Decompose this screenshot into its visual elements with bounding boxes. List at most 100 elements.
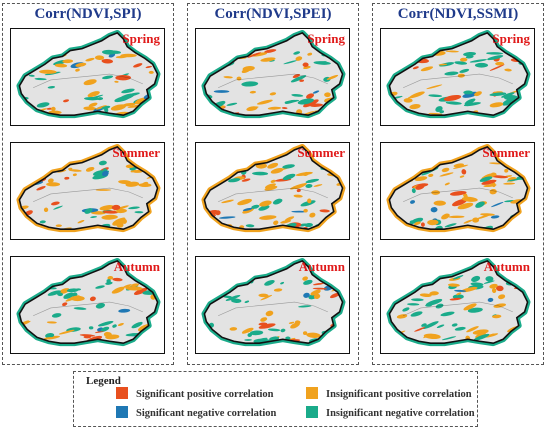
- map: [201, 257, 346, 347]
- map-patch: [409, 50, 415, 56]
- map-patch: [457, 73, 465, 78]
- map-patch: [309, 212, 316, 218]
- map-patch: [304, 223, 313, 228]
- map: [16, 143, 161, 233]
- map-patch: [414, 221, 421, 226]
- map-patch: [265, 310, 274, 317]
- map-patch: [407, 303, 420, 306]
- map-patch: [47, 290, 61, 296]
- map-patch: [292, 73, 301, 79]
- map-patch: [303, 99, 319, 108]
- map-patch: [115, 75, 131, 81]
- map-patch: [244, 339, 252, 341]
- map-patch: [422, 321, 439, 329]
- map-patch: [313, 293, 321, 299]
- map-patch: [481, 179, 497, 185]
- map-patch: [441, 336, 457, 341]
- map-patch: [480, 225, 493, 230]
- map-patch: [449, 297, 462, 301]
- map-patch: [114, 95, 130, 103]
- map-patch: [463, 194, 468, 199]
- map-patch: [454, 289, 467, 292]
- map-patch: [36, 102, 50, 108]
- map-patch: [210, 284, 222, 288]
- map-patch: [68, 167, 73, 170]
- legend-item-insig-positive: Insignificant positive correlation: [306, 387, 472, 400]
- map-patch: [19, 335, 29, 342]
- map-patch: [62, 302, 68, 307]
- map-patch: [55, 224, 62, 227]
- map-patch: [95, 285, 105, 289]
- map-patch: [451, 323, 458, 327]
- map-patch: [439, 172, 454, 177]
- season-label: Summer: [297, 145, 345, 160]
- map-patch: [141, 48, 157, 53]
- map-patch: [63, 292, 75, 299]
- map-patch: [463, 90, 474, 95]
- map-patch: [319, 209, 330, 213]
- map-patch: [264, 183, 276, 189]
- map-patch: [489, 189, 497, 195]
- map-patch: [101, 105, 111, 110]
- map-patch: [400, 55, 414, 58]
- map-patch: [503, 102, 509, 106]
- map-patch: [305, 178, 319, 184]
- map-patch: [273, 288, 283, 292]
- map-patch: [335, 335, 342, 340]
- map-patch: [83, 335, 92, 339]
- map-patch: [133, 63, 143, 68]
- map-patch: [420, 222, 425, 227]
- map-patch: [241, 68, 251, 74]
- map-patch: [485, 276, 494, 282]
- map-patch: [58, 329, 75, 335]
- map-patch: [145, 65, 153, 69]
- map-patch: [411, 298, 424, 302]
- map-patch: [125, 181, 140, 187]
- map-patch: [244, 300, 250, 303]
- map-patch: [252, 171, 269, 176]
- map-patch: [298, 305, 312, 308]
- map-outline: [203, 260, 344, 345]
- season-label: Spring: [122, 31, 160, 46]
- map-patch: [491, 175, 509, 179]
- map-patch: [324, 92, 331, 98]
- map-patch: [97, 320, 114, 327]
- map-patch: [237, 198, 252, 206]
- map-patch: [461, 169, 467, 175]
- map-patch: [486, 52, 504, 55]
- column-title-ssmi: Corr(NDVI,SSMI): [397, 6, 519, 22]
- map-patch: [326, 74, 339, 80]
- map-patch: [508, 111, 515, 116]
- map-patch: [490, 172, 497, 177]
- map-patch: [120, 53, 137, 58]
- map-patch: [463, 51, 476, 57]
- map-outline: [18, 260, 159, 345]
- map-patch: [463, 303, 477, 311]
- map-patch: [88, 326, 94, 330]
- map-patch: [463, 102, 481, 107]
- map-patch: [53, 205, 63, 210]
- map-patch: [87, 91, 100, 98]
- map-patch: [141, 181, 149, 187]
- map-patch: [125, 286, 143, 291]
- map-patch: [491, 287, 497, 294]
- map-patch: [474, 62, 489, 68]
- map-patch: [452, 275, 464, 280]
- season-label: Spring: [492, 31, 530, 46]
- map-patch: [111, 204, 121, 211]
- map-patch: [300, 200, 316, 207]
- map-patch: [480, 213, 495, 216]
- map-patch: [489, 64, 505, 71]
- map-patch: [291, 210, 307, 213]
- map-patch: [389, 49, 399, 55]
- map-patch: [479, 176, 493, 182]
- map: [201, 143, 346, 233]
- map-patch: [101, 75, 114, 80]
- map-patch: [26, 62, 38, 67]
- map-patch: [329, 292, 341, 299]
- map-patch: [28, 279, 44, 288]
- map-patch: [107, 275, 114, 280]
- map-patch: [326, 110, 342, 115]
- map-patch: [302, 276, 308, 281]
- map-patch: [333, 52, 338, 57]
